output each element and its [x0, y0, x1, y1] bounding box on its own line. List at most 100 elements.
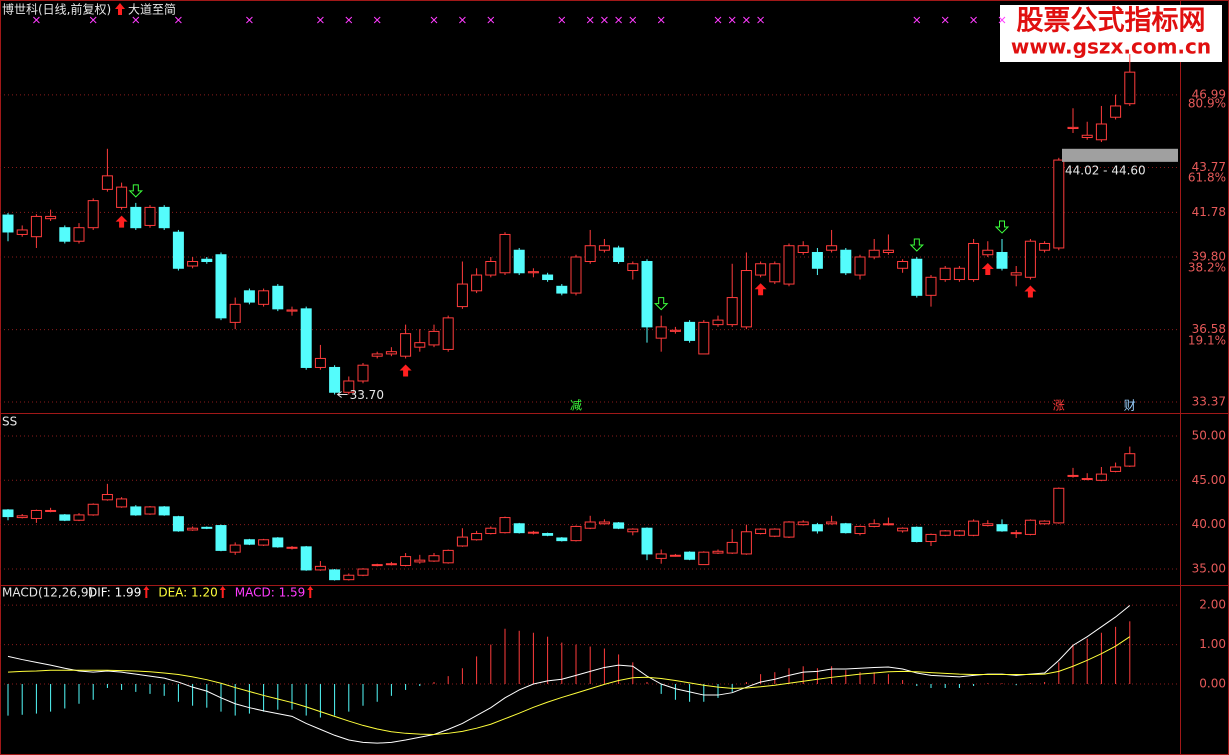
candle-body [144, 506, 156, 515]
candle-body [371, 564, 383, 567]
y-tick-label: 33.37 [1192, 394, 1226, 408]
candle-body [73, 514, 85, 521]
legend-entry: DEA: 1.20 [158, 586, 217, 600]
candle-body [116, 498, 128, 508]
buy-arrow [115, 215, 128, 228]
candle-body [485, 527, 497, 535]
candle-body [1024, 240, 1036, 278]
candle-body [968, 520, 980, 536]
candle-body [854, 525, 866, 535]
candle-body [357, 568, 369, 576]
y-tick-label: 40.00 [1192, 517, 1226, 531]
candle-body [1124, 453, 1136, 467]
candle-body [343, 574, 355, 581]
candle-body [272, 285, 284, 310]
candle-body [613, 522, 625, 529]
candle-body [755, 263, 767, 276]
candle-body [385, 563, 397, 566]
candle-body [300, 308, 312, 368]
candle-body [1010, 532, 1022, 535]
x-mark [558, 16, 566, 24]
candle-body [641, 527, 653, 555]
candle-body [30, 509, 42, 519]
candle-body [485, 261, 497, 276]
candle-body [1067, 474, 1079, 477]
candle-body [343, 380, 355, 393]
candle-body [513, 249, 525, 274]
candle-body [499, 233, 511, 274]
candle-body [882, 523, 894, 526]
event-label: 减 [570, 399, 582, 413]
candle-body [1081, 134, 1093, 139]
candle-body [329, 569, 341, 581]
buy-arrow [399, 364, 412, 377]
candle-body [187, 527, 199, 531]
candle-body [300, 546, 312, 571]
candle-body [1067, 126, 1079, 129]
candle-body [499, 517, 511, 534]
x-mark [586, 16, 594, 24]
candle-body [172, 231, 184, 269]
candle-body [471, 274, 483, 292]
candle-body [939, 530, 951, 536]
candle-body [59, 227, 71, 242]
x-mark [175, 16, 182, 24]
sell-arrow [653, 297, 669, 311]
candle-body [400, 556, 412, 566]
candle-body [30, 215, 42, 238]
candle-body [45, 509, 57, 512]
candle-body [456, 536, 468, 547]
candle-body [542, 533, 554, 536]
price-zone [1062, 148, 1178, 162]
candle-body [996, 524, 1008, 532]
watermark-box [1000, 5, 1222, 62]
candle-body [243, 539, 255, 545]
x-mark [430, 16, 438, 24]
x-mark [373, 16, 381, 24]
candle-body [868, 249, 880, 258]
y-tick-label: 41.78 [1192, 205, 1226, 219]
candle-body [712, 550, 724, 554]
candle-body [158, 206, 170, 229]
candle-body [428, 555, 440, 562]
candle-body [854, 256, 866, 276]
candle-body [840, 523, 852, 534]
chart-title: 博世科(日线,前复权) [2, 2, 111, 17]
x-mark [601, 16, 608, 24]
candle-body [258, 539, 270, 546]
x-mark [629, 16, 637, 24]
candle-body [811, 524, 823, 532]
fib-label: 38.2% [1188, 260, 1226, 274]
candle-body [116, 186, 128, 208]
signal-icon [115, 3, 125, 15]
candle-body [570, 256, 582, 294]
candle-body [272, 537, 284, 548]
candle-body [740, 531, 752, 555]
y-tick-label: 1.00 [1199, 637, 1226, 651]
candle-body [1124, 71, 1136, 105]
y-tick-label: 35.00 [1192, 562, 1226, 576]
candle-body [414, 559, 426, 563]
candle-body [215, 254, 227, 319]
candle-body [925, 276, 937, 296]
candle-body [144, 206, 156, 226]
candle-body [655, 553, 667, 559]
candle-body [73, 227, 85, 242]
annotation-arrow-head [336, 391, 342, 398]
candle-body [258, 290, 270, 305]
candle-body [968, 242, 980, 281]
candle-body [1053, 159, 1065, 249]
candle-body [826, 245, 838, 251]
candle-body [2, 509, 14, 518]
y-tick-label: 0.00 [1199, 677, 1226, 691]
y-tick-label: 50.00 [1192, 428, 1226, 442]
candle-body [783, 521, 795, 538]
candle-body [201, 258, 213, 263]
candle-body [1039, 520, 1051, 525]
candle-body [357, 364, 369, 382]
candle-body [201, 526, 213, 529]
x-mark [459, 16, 466, 24]
y-tick-label: 45.00 [1192, 473, 1226, 487]
candle-body [527, 531, 539, 534]
candle-body [513, 523, 525, 534]
